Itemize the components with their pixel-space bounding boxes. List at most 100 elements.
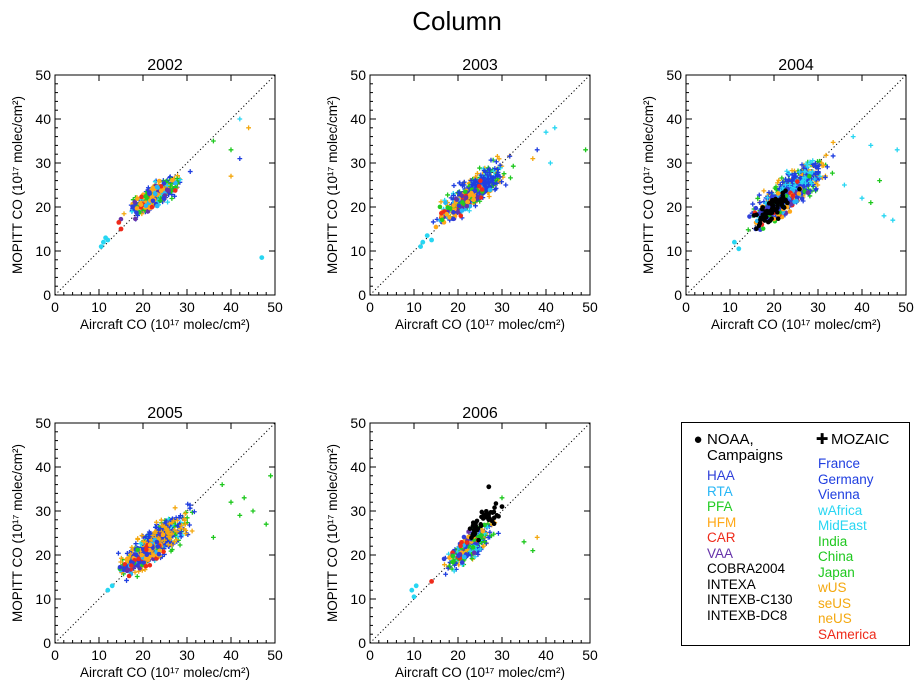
x-tick-label: 50 <box>582 647 598 663</box>
data-point <box>499 495 505 501</box>
legend-item-rta: RTA <box>707 483 733 499</box>
legend-box: ● NOAA, Campaigns HAA RTA PFA HFM CAR VAA COBR… <box>681 422 910 646</box>
data-point <box>211 535 216 540</box>
data-point <box>135 196 140 201</box>
scatter-panel-2004: 0 10 20 30 40 50 0 10 20 30 40 50 2004 Aircraft CO (1… <box>641 57 914 332</box>
y-tick-label: 10 <box>350 591 366 607</box>
data-point <box>458 213 464 219</box>
data-point <box>160 532 166 538</box>
data-point <box>150 198 156 204</box>
data-point <box>445 205 451 210</box>
data-point <box>429 579 434 584</box>
legend-item-germany: Germany <box>818 471 874 487</box>
x-axis-label: Aircraft CO (10¹⁷ molec/cm²) <box>711 317 881 332</box>
legend-right-column: ✚ MOZAIC France Germany Vienna wAfrica MidEa… <box>815 432 905 642</box>
x-tick-label: 10 <box>406 299 422 315</box>
data-point <box>456 203 462 208</box>
scatter-points <box>105 473 273 593</box>
y-tick-label: 40 <box>35 111 51 127</box>
y-tick-label: 0 <box>358 635 366 651</box>
x-tick-label: 0 <box>366 647 374 663</box>
legend-right-list: France Germany Vienna wAfrica MidEast India Ch… <box>815 456 905 642</box>
data-point <box>101 239 106 245</box>
y-tick-label: 10 <box>666 243 682 259</box>
legend-item-vaa: VAA <box>707 545 734 561</box>
y-tick-label: 40 <box>350 111 366 127</box>
legend-item-vienna: Vienna <box>818 487 860 502</box>
legend-item-wafrica: wAfrica <box>818 502 863 518</box>
scatter-panel-2006: 0 10 20 30 40 50 0 10 20 30 40 50 2006 Aircraft CO (1… <box>325 405 598 680</box>
data-point <box>471 532 477 537</box>
data-point <box>459 539 464 545</box>
data-point <box>487 187 493 193</box>
x-tick-label: 0 <box>51 299 59 315</box>
data-point <box>473 520 478 526</box>
y-tick-label: 30 <box>350 503 366 519</box>
y-tick-label: 0 <box>674 287 682 303</box>
scatter-panel-2005: 0 10 20 30 40 50 0 10 20 30 40 50 2005 Aircraft CO (1… <box>10 405 283 680</box>
data-point <box>237 156 243 161</box>
data-point <box>158 188 164 194</box>
legend-item-japan: Japan <box>818 564 855 580</box>
y-tick-label: 0 <box>43 635 51 651</box>
legend-item-intexb-dc8: INTEXB-DC8 <box>707 607 788 623</box>
data-point <box>472 188 478 194</box>
data-point <box>154 203 160 209</box>
data-point <box>760 226 766 231</box>
y-tick-label: 20 <box>350 547 366 563</box>
legend-item-samerica: SAmerica <box>818 626 877 642</box>
data-point <box>441 556 447 562</box>
data-point <box>109 583 115 589</box>
data-point <box>790 193 796 198</box>
data-point <box>796 191 802 196</box>
panel-title: 2006 <box>462 405 498 422</box>
data-point <box>147 562 153 568</box>
data-point <box>450 553 456 559</box>
y-tick-label: 50 <box>350 67 366 83</box>
data-point <box>237 116 243 122</box>
data-point <box>98 244 104 250</box>
plot-frame <box>54 422 276 644</box>
x-tick-label: 0 <box>366 299 374 315</box>
data-point <box>461 534 467 540</box>
data-point <box>773 196 778 202</box>
data-point <box>144 547 149 552</box>
data-point <box>753 205 759 211</box>
data-point <box>787 209 793 214</box>
y-tick-label: 20 <box>666 199 682 215</box>
data-point <box>464 203 470 209</box>
scatter-panel-2003: 0 10 20 30 40 50 0 10 20 30 40 50 2003 Aircraft CO (1… <box>325 57 598 332</box>
data-point <box>164 187 170 193</box>
data-point <box>534 535 540 540</box>
y-tick-label: 30 <box>350 155 366 171</box>
data-point <box>136 556 141 562</box>
legend-item-mideast: MidEast <box>818 518 867 533</box>
scatter-points <box>418 125 588 250</box>
data-point <box>128 563 134 568</box>
y-tick-label: 50 <box>35 67 51 83</box>
data-point <box>736 246 742 252</box>
x-tick-label: 40 <box>854 299 870 315</box>
data-point <box>139 194 144 200</box>
legend-right-header: ✚ MOZAIC <box>815 432 905 448</box>
data-point <box>433 224 439 230</box>
data-point <box>806 173 812 179</box>
x-tick-label: 50 <box>267 647 283 663</box>
y-tick-label: 30 <box>35 503 51 519</box>
data-point <box>156 551 162 557</box>
data-point <box>443 200 448 206</box>
data-point <box>464 540 470 545</box>
data-point <box>118 226 124 232</box>
legend-item-cobra2004: COBRA2004 <box>707 561 786 576</box>
data-point <box>143 564 149 569</box>
data-point <box>775 205 780 211</box>
data-point <box>458 543 463 549</box>
data-point <box>471 197 476 203</box>
x-tick-label: 10 <box>91 647 107 663</box>
data-point <box>530 548 536 553</box>
data-point <box>105 587 111 593</box>
data-point <box>411 594 417 600</box>
data-point <box>211 138 216 144</box>
y-tick-label: 0 <box>358 287 366 303</box>
data-point <box>491 515 497 521</box>
